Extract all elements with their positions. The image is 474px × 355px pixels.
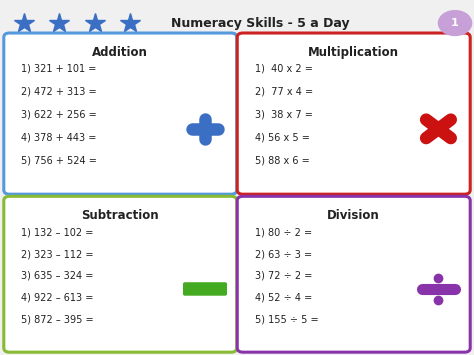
- Text: Multiplication: Multiplication: [308, 46, 399, 59]
- Text: 2) 323 – 112 =: 2) 323 – 112 =: [21, 249, 94, 259]
- Text: 1) 132 – 102 =: 1) 132 – 102 =: [21, 227, 94, 237]
- Text: 1)  40 x 2 =: 1) 40 x 2 =: [255, 64, 313, 74]
- Text: 2) 63 ÷ 3 =: 2) 63 ÷ 3 =: [255, 249, 312, 259]
- Text: Division: Division: [328, 209, 380, 223]
- Text: 5) 88 x 6 =: 5) 88 x 6 =: [255, 155, 310, 165]
- Text: 1) 80 ÷ 2 =: 1) 80 ÷ 2 =: [255, 227, 312, 237]
- Text: 4) 56 x 5 =: 4) 56 x 5 =: [255, 132, 310, 142]
- Text: Addition: Addition: [92, 46, 148, 59]
- FancyBboxPatch shape: [184, 283, 227, 295]
- Text: 1: 1: [451, 18, 459, 28]
- Text: Subtraction: Subtraction: [82, 209, 159, 223]
- Text: 1) 321 + 101 =: 1) 321 + 101 =: [21, 64, 97, 74]
- Text: 4) 52 ÷ 4 =: 4) 52 ÷ 4 =: [255, 293, 312, 303]
- Text: 3) 622 + 256 =: 3) 622 + 256 =: [21, 110, 97, 120]
- Text: 4) 378 + 443 =: 4) 378 + 443 =: [21, 132, 97, 142]
- Text: Numeracy Skills - 5 a Day: Numeracy Skills - 5 a Day: [172, 17, 350, 29]
- Text: 2) 472 + 313 =: 2) 472 + 313 =: [21, 87, 97, 97]
- Text: 3) 72 ÷ 2 =: 3) 72 ÷ 2 =: [255, 271, 312, 281]
- Text: 3) 635 – 324 =: 3) 635 – 324 =: [21, 271, 94, 281]
- Text: 5) 155 ÷ 5 =: 5) 155 ÷ 5 =: [255, 315, 319, 324]
- Text: 5) 872 – 395 =: 5) 872 – 395 =: [21, 315, 94, 324]
- FancyBboxPatch shape: [237, 196, 470, 352]
- FancyBboxPatch shape: [237, 33, 470, 194]
- FancyBboxPatch shape: [4, 33, 237, 194]
- Text: 3)  38 x 7 =: 3) 38 x 7 =: [255, 110, 313, 120]
- Text: 2)  77 x 4 =: 2) 77 x 4 =: [255, 87, 313, 97]
- Text: 5) 756 + 524 =: 5) 756 + 524 =: [21, 155, 97, 165]
- FancyBboxPatch shape: [4, 196, 237, 352]
- Ellipse shape: [438, 11, 472, 36]
- Text: 4) 922 – 613 =: 4) 922 – 613 =: [21, 293, 94, 303]
